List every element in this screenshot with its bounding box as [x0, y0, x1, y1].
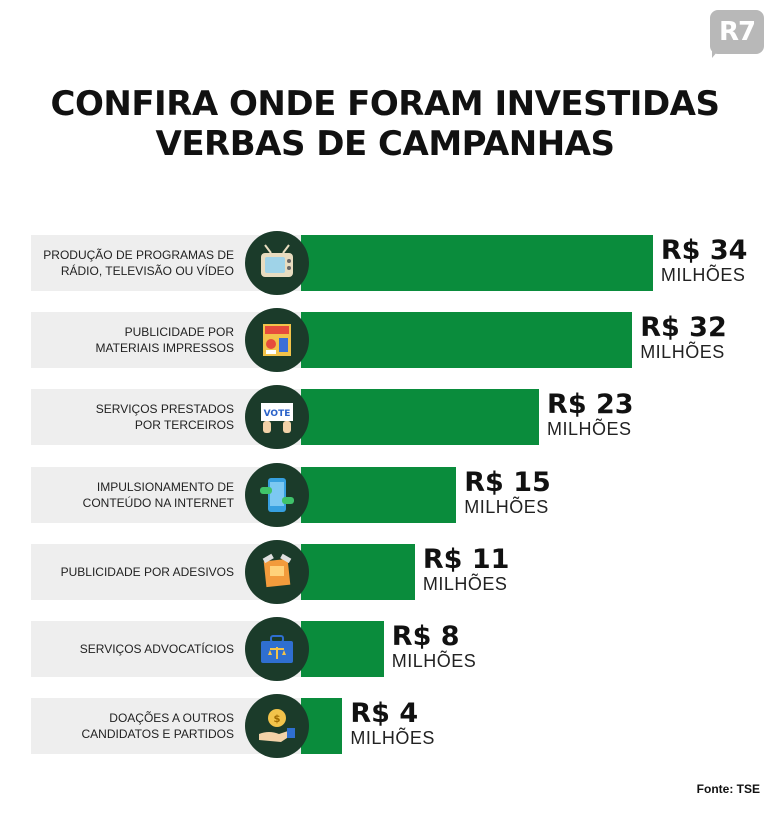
value-unit: MILHÕES	[350, 728, 435, 749]
category-label: PRODUÇÃO DE PROGRAMAS DE RÁDIO, TELEVISÃO…	[31, 235, 234, 291]
value-label: R$ 8 MILHÕES	[391, 621, 477, 672]
value-label: R$ 4 MILHÕES	[350, 698, 435, 749]
bar-row: PRODUÇÃO DE PROGRAMAS DE RÁDIO, TELEVISÃO…	[31, 231, 770, 295]
category-label-line: PUBLICIDADE POR ADESIVOS	[60, 564, 234, 579]
category-label: PUBLICIDADE POR MATERIAIS IMPRESSOS	[31, 312, 234, 368]
printed-poster-icon	[245, 308, 309, 373]
source-note: Fonte: TSE	[696, 782, 760, 796]
value-label: R$ 32 MILHÕES	[640, 312, 727, 363]
category-label: IMPULSIONAMENTO DE CONTEÚDO NA INTERNET	[31, 467, 234, 523]
value-label: R$ 34 MILHÕES	[660, 235, 748, 286]
category-label-line: SERVIÇOS ADVOCATÍCIOS	[79, 642, 234, 656]
chart-title-line-2: VERBAS DE CAMPANHAS	[155, 124, 615, 164]
bar	[301, 621, 384, 677]
value-unit: MILHÕES	[640, 342, 725, 363]
category-label-line: RÁDIO, TELEVISÃO OU VÍDEO	[60, 264, 234, 278]
briefcase-scales-icon	[245, 617, 309, 681]
bar-row: PUBLICIDADE POR MATERIAIS IMPRESSOS R$ 32 M…	[31, 308, 770, 373]
value-label: R$ 11 MILHÕES	[422, 543, 510, 594]
category-label-line: CONTEÚDO NA INTERNET	[82, 495, 234, 510]
bar-row: PUBLICIDADE POR ADESIVOS R$ 11 MILHÕES	[31, 539, 770, 604]
bar	[301, 389, 540, 446]
value-unit: MILHÕES	[422, 573, 508, 594]
bar	[301, 235, 653, 291]
category-label: SERVIÇOS ADVOCATÍCIOS	[31, 621, 234, 677]
category-label: DOAÇÕES A OUTROS CANDIDATOS E PARTIDOS	[31, 698, 234, 754]
value-amount: R$ 23	[547, 389, 634, 421]
value-amount: R$ 11	[422, 543, 510, 575]
value-unit: MILHÕES	[391, 651, 477, 671]
value-unit: MILHÕES	[547, 419, 632, 440]
category-label-line: IMPULSIONAMENTO DE	[96, 479, 234, 494]
tv-icon	[245, 231, 309, 295]
value-unit: MILHÕES	[660, 265, 746, 285]
category-label-line: PRODUÇÃO DE PROGRAMAS DE	[43, 248, 234, 262]
chart-title-line-1: CONFIRA ONDE FORAM INVESTIDAS	[50, 84, 720, 124]
svg-text:VOTE: VOTE	[264, 409, 291, 419]
hand-coin-icon: $	[245, 694, 309, 759]
svg-text:$: $	[274, 714, 281, 725]
vote-sign-icon: VOTE	[245, 385, 309, 450]
value-amount: R$ 8	[391, 621, 460, 652]
bar	[301, 312, 633, 369]
logo-tail	[712, 46, 722, 58]
category-label-line: CANDIDATOS E PARTIDOS	[81, 727, 234, 742]
bar-row: IMPULSIONAMENTO DE CONTEÚDO NA INTERNET R$…	[31, 462, 770, 527]
bar	[301, 466, 457, 523]
bar	[301, 543, 415, 600]
bar-row: DOAÇÕES A OUTROS CANDIDATOS E PARTIDOS $ R$…	[31, 694, 770, 759]
chart-title: CONFIRA ONDE FORAM INVESTIDAS VERBAS DE …	[0, 84, 770, 164]
category-label-line: POR TERCEIROS	[134, 418, 234, 433]
category-label: SERVIÇOS PRESTADOS POR TERCEIROS	[31, 389, 234, 445]
sticker-icon	[245, 539, 309, 604]
value-amount: R$ 34	[660, 235, 748, 266]
value-amount: R$ 4	[350, 698, 419, 730]
category-label-line: DOAÇÕES A OUTROS	[109, 711, 234, 726]
category-label-line: PUBLICIDADE POR	[124, 325, 234, 340]
bar-row: SERVIÇOS ADVOCATÍCIOS R$ 8 MILHÕES	[31, 617, 770, 681]
bar-row: SERVIÇOS PRESTADOS POR TERCEIROS VOTE R$ 23…	[31, 385, 770, 450]
smartphone-icon	[245, 462, 309, 527]
value-label: R$ 15 MILHÕES	[464, 466, 551, 517]
value-label: R$ 23 MILHÕES	[547, 389, 634, 440]
category-label-line: SERVIÇOS PRESTADOS	[95, 402, 234, 417]
value-amount: R$ 32	[640, 312, 727, 344]
value-unit: MILHÕES	[464, 496, 549, 517]
category-label: PUBLICIDADE POR ADESIVOS	[31, 544, 234, 600]
category-label-line: MATERIAIS IMPRESSOS	[95, 341, 234, 356]
logo-text: R7	[718, 17, 756, 47]
value-amount: R$ 15	[464, 466, 551, 498]
